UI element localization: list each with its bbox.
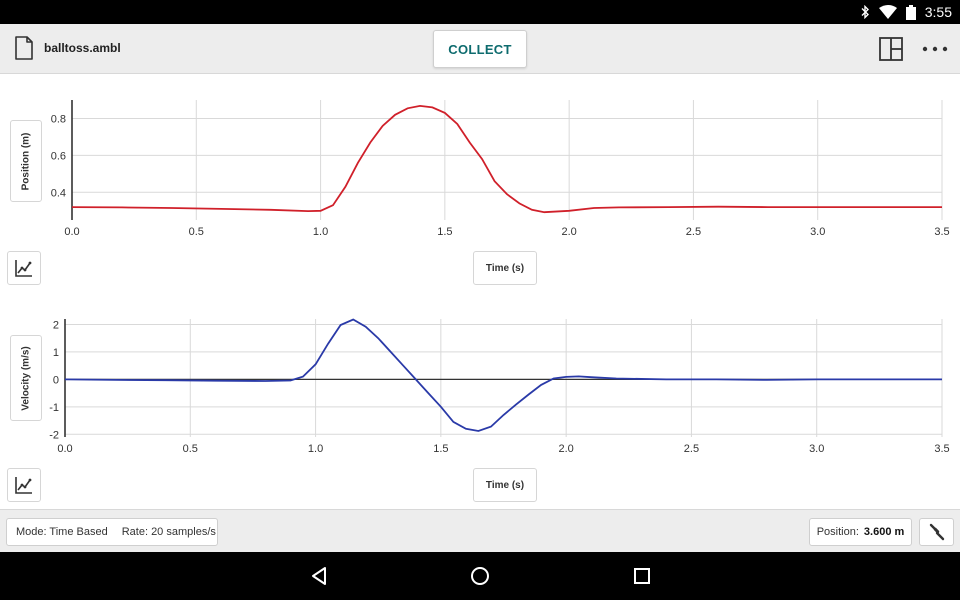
mode-text: Mode: Time Based [16,526,108,538]
velocity-x-axis-label: Time (s) [485,479,525,491]
x-tick-label: 2.5 [686,226,701,238]
more-options-icon[interactable] [921,38,949,60]
x-tick-label: 0.5 [183,443,198,455]
position-meter-button[interactable]: Position: 3.600 m [809,518,912,546]
velocity-graph-grid [64,319,943,437]
status-time: 3:55 [924,4,952,20]
y-tick-label: 0 [53,374,59,386]
x-tick-label: 1.0 [308,443,323,455]
y-tick-label: 0.8 [51,113,66,125]
tools-icon [929,523,944,541]
velocity-x-axis-button[interactable]: Time (s) [473,468,537,502]
position-meter-label: Position: [816,526,859,538]
position-graph-grid [71,100,943,220]
rate-text: Rate: 20 samples/s [121,526,216,538]
position-y-axis-button[interactable]: Position (m) [10,120,42,202]
tools-button[interactable] [919,518,954,546]
status-icons: 3:55 [860,0,952,24]
status-bar: 3:55 [0,0,960,24]
velocity-graph-tools-button[interactable] [7,468,41,502]
x-tick-label: 1.5 [433,443,448,455]
graph-canvas: 0.0 0.5 1.0 1.5 2.0 2.5 3.0 3.5 0.4 0.6 0.8 0.0 0.5… [49,100,950,455]
navigation-bar [0,552,960,600]
velocity-y-axis-label: Velocity (m/s) [20,345,32,411]
x-tick-label: 3.5 [934,443,949,455]
velocity-series-line[interactable] [64,318,942,432]
position-y-axis-label: Position (m) [20,132,32,190]
bottom-bar: Mode: Time Based Rate: 20 samples/s Posi… [0,509,960,552]
position-graph-tools-button[interactable] [7,251,41,285]
recents-icon[interactable] [628,562,656,590]
position-x-axis-button[interactable]: Time (s) [473,251,537,285]
collect-button[interactable]: COLLECT [433,30,527,68]
velocity-y-axis-button[interactable]: Velocity (m/s) [10,335,42,421]
x-tick-label: 0.0 [64,226,79,238]
x-tick-label: 0.5 [189,226,204,238]
y-tick-label: 0.4 [51,187,66,199]
position-series-line[interactable] [71,104,942,214]
graph-tools-icon [15,260,32,277]
y-tick-label: -1 [49,402,59,414]
x-tick-label: 3.0 [809,443,824,455]
x-tick-label: 2.0 [561,226,576,238]
velocity-graph-ticks: 0.0 0.5 1.0 1.5 2.0 2.5 3.0 3.5 2 1 0 -1 -2 [49,319,949,455]
position-graph-ticks: 0.0 0.5 1.0 1.5 2.0 2.5 3.0 3.5 0.4 0.6 0.8 [51,113,950,238]
position-x-axis-label: Time (s) [485,262,525,274]
graph-tools-icon [15,477,32,494]
bluetooth-icon [861,5,869,19]
file-name[interactable]: balltoss.ambl [44,41,121,55]
home-icon[interactable] [466,562,494,590]
back-icon[interactable] [305,562,333,590]
mode-rate-button[interactable]: Mode: Time Based Rate: 20 samples/s [6,518,218,546]
x-tick-label: 2.0 [558,443,573,455]
position-meter-value: 3.600 m [863,526,905,538]
layout-icon[interactable] [879,37,903,61]
x-tick-label: 0.0 [57,443,72,455]
x-tick-label: 3.0 [810,226,825,238]
y-tick-label: 0.6 [51,150,66,162]
x-tick-label: 1.5 [437,226,452,238]
app-bar: balltoss.ambl COLLECT [0,24,960,74]
y-tick-label: 1 [53,347,59,359]
x-tick-label: 2.5 [684,443,699,455]
y-tick-label: 2 [53,319,59,331]
x-tick-label: 3.5 [934,226,949,238]
graph-area: 0.0 0.5 1.0 1.5 2.0 2.5 3.0 3.5 0.4 0.6 0.8 0.0 0.5… [0,75,960,509]
y-tick-label: -2 [49,429,59,441]
file-icon[interactable] [14,36,34,60]
x-tick-label: 1.0 [313,226,328,238]
wifi-icon [878,5,897,19]
battery-icon [905,4,916,20]
